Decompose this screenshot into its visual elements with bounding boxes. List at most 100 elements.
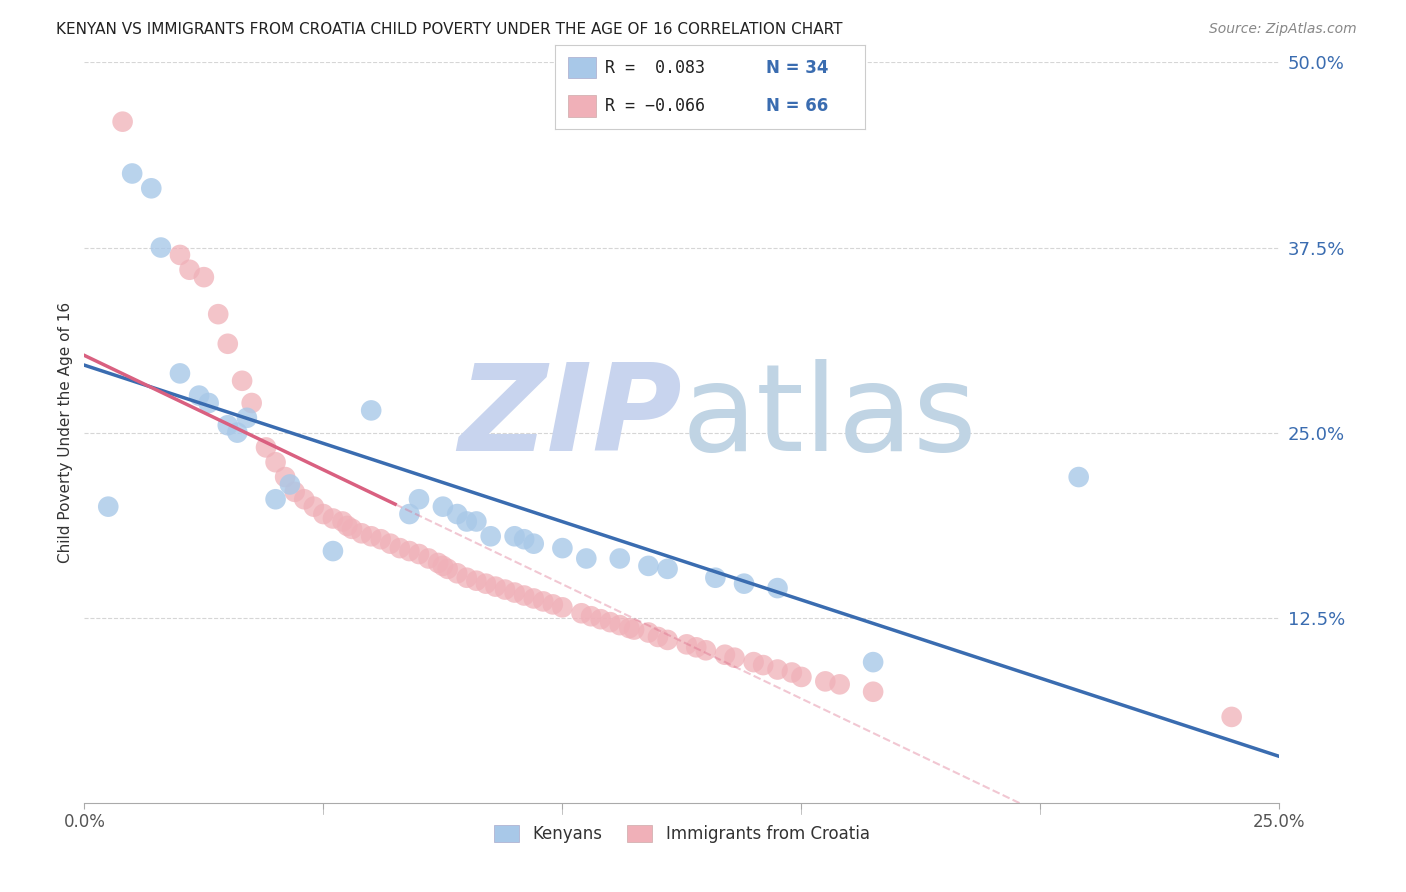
- Point: [408, 547, 430, 561]
- Point: [714, 648, 737, 662]
- Point: [336, 519, 359, 533]
- Point: [484, 580, 506, 594]
- Point: [456, 571, 478, 585]
- Point: [322, 544, 344, 558]
- Point: [579, 609, 602, 624]
- Point: [465, 574, 488, 588]
- Point: [551, 600, 574, 615]
- Point: [360, 403, 382, 417]
- Point: [780, 665, 803, 680]
- Point: [513, 589, 536, 603]
- Point: [292, 492, 315, 507]
- Point: [302, 500, 325, 514]
- Point: [479, 529, 502, 543]
- Point: [609, 551, 631, 566]
- Point: [637, 558, 659, 573]
- Point: [685, 640, 707, 655]
- Point: [408, 492, 430, 507]
- Point: [380, 536, 402, 550]
- Point: [619, 621, 641, 635]
- Point: [503, 529, 526, 543]
- Point: [274, 470, 297, 484]
- Point: [264, 492, 287, 507]
- Point: [523, 591, 546, 606]
- Text: R =  0.083: R = 0.083: [605, 60, 704, 78]
- Point: [236, 410, 259, 425]
- Point: [814, 674, 837, 689]
- Point: [254, 441, 277, 455]
- Point: [340, 522, 363, 536]
- Text: ZIP: ZIP: [458, 359, 682, 476]
- Point: [284, 484, 307, 499]
- Point: [766, 663, 789, 677]
- Point: [149, 240, 172, 255]
- Point: [264, 455, 287, 469]
- Point: [193, 270, 215, 285]
- Point: [197, 396, 219, 410]
- Point: [465, 515, 488, 529]
- Point: [432, 558, 454, 573]
- Point: [217, 336, 239, 351]
- Point: [623, 623, 645, 637]
- Point: [398, 544, 420, 558]
- Point: [231, 374, 253, 388]
- Point: [523, 536, 546, 550]
- Point: [575, 551, 598, 566]
- Point: [350, 526, 373, 541]
- Point: [179, 262, 201, 277]
- Point: [207, 307, 229, 321]
- Point: [752, 658, 775, 673]
- Point: [436, 562, 458, 576]
- Point: [141, 181, 163, 195]
- Point: [723, 650, 745, 665]
- Point: [1067, 470, 1090, 484]
- Point: [226, 425, 249, 440]
- Point: [657, 562, 679, 576]
- Point: [446, 507, 468, 521]
- Point: [398, 507, 420, 521]
- Point: [169, 248, 191, 262]
- Text: KENYAN VS IMMIGRANTS FROM CROATIA CHILD POVERTY UNDER THE AGE OF 16 CORRELATION : KENYAN VS IMMIGRANTS FROM CROATIA CHILD …: [56, 22, 842, 37]
- Legend: Kenyans, Immigrants from Croatia: Kenyans, Immigrants from Croatia: [488, 819, 876, 850]
- Point: [240, 396, 263, 410]
- Point: [531, 594, 554, 608]
- Point: [695, 643, 717, 657]
- Point: [388, 541, 411, 555]
- Point: [418, 551, 440, 566]
- Point: [828, 677, 851, 691]
- Point: [456, 515, 478, 529]
- Point: [360, 529, 382, 543]
- Point: [188, 388, 211, 402]
- Point: [475, 576, 498, 591]
- Point: [312, 507, 335, 521]
- Point: [370, 533, 392, 547]
- Point: [862, 655, 884, 669]
- Point: [446, 566, 468, 581]
- Point: [111, 114, 134, 128]
- Point: [647, 630, 669, 644]
- Point: [169, 367, 191, 381]
- Point: [551, 541, 574, 555]
- Point: [657, 632, 679, 647]
- Point: [332, 515, 354, 529]
- Point: [742, 655, 765, 669]
- Point: [862, 685, 884, 699]
- Text: N = 66: N = 66: [766, 97, 828, 115]
- Point: [609, 618, 631, 632]
- Point: [217, 418, 239, 433]
- Point: [427, 556, 450, 570]
- Point: [513, 533, 536, 547]
- Text: Source: ZipAtlas.com: Source: ZipAtlas.com: [1209, 22, 1357, 37]
- Text: R = −0.066: R = −0.066: [605, 97, 704, 115]
- Point: [571, 607, 593, 621]
- Text: N = 34: N = 34: [766, 60, 828, 78]
- Point: [503, 585, 526, 599]
- Point: [766, 581, 789, 595]
- Point: [541, 598, 564, 612]
- Point: [733, 576, 755, 591]
- Point: [278, 477, 301, 491]
- Point: [121, 166, 143, 180]
- Point: [599, 615, 621, 629]
- Y-axis label: Child Poverty Under the Age of 16: Child Poverty Under the Age of 16: [58, 302, 73, 563]
- Bar: [568, 95, 596, 117]
